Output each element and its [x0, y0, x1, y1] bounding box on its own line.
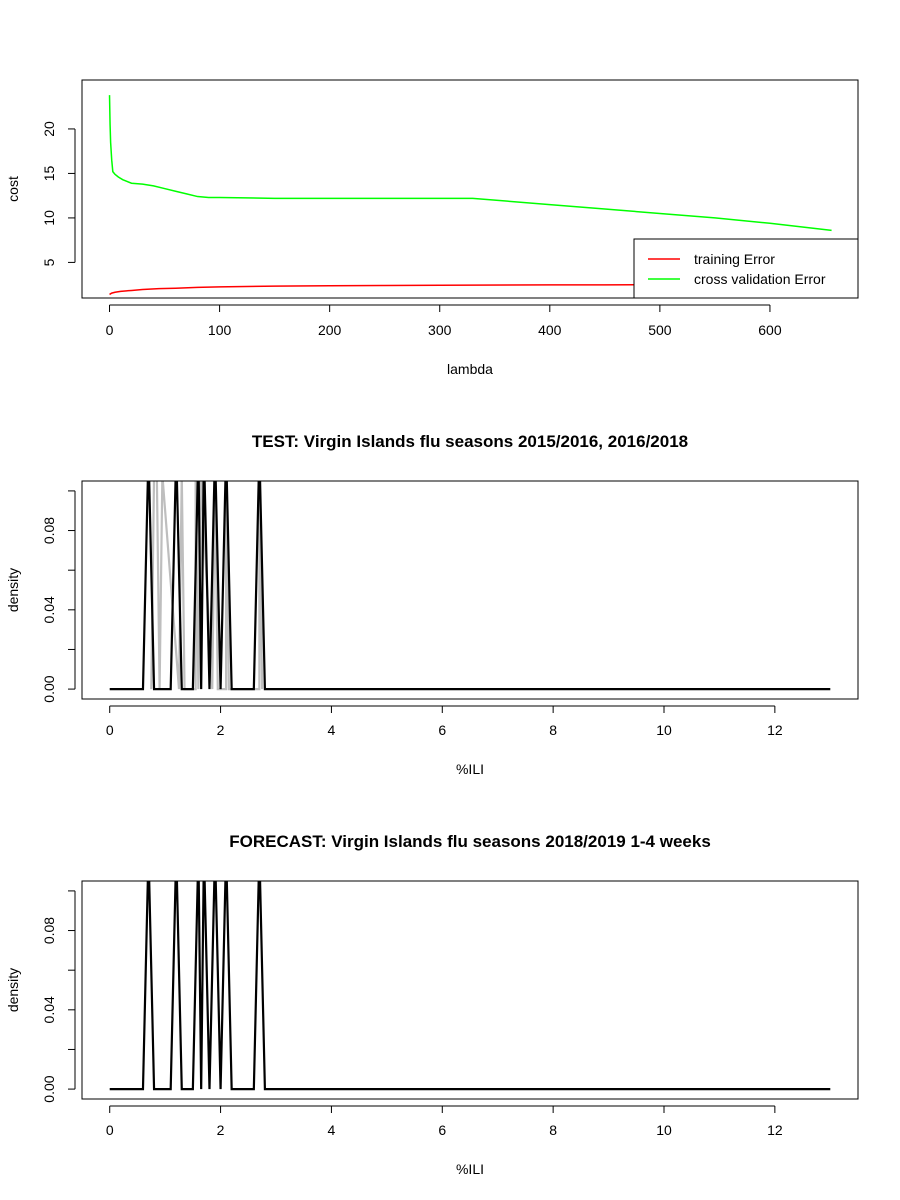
plot-frame: [81, 880, 859, 1100]
x-tick-label: 0: [106, 1122, 114, 1138]
x-tick-label: 12: [767, 722, 783, 738]
plot-title: TEST: Virgin Islands flu seasons 2015/20…: [252, 432, 688, 451]
y-axis-label: cost: [5, 176, 21, 202]
x-tick-label: 600: [758, 322, 782, 338]
y-axis-label: density: [5, 968, 21, 1012]
y-tick-label: 15: [41, 165, 57, 181]
forecast-density-plot: 0 2 4 6 8 10 12 0.00 0.04 0.08 %ILI density FORECAST…: [5, 832, 859, 1177]
y-axis-label: density: [5, 568, 21, 612]
x-tick-label: 500: [648, 322, 672, 338]
x-tick-label: 12: [767, 1122, 783, 1138]
y-tick-label: 0.08: [41, 517, 57, 544]
x-tick-label: 400: [538, 322, 562, 338]
x-axis-label: lambda: [447, 361, 493, 377]
y-tick-label: 0.00: [41, 1075, 57, 1102]
x-tick-label: 0: [106, 722, 114, 738]
y-tick-label: 5: [41, 258, 57, 266]
x-tick-label: 2: [217, 1122, 225, 1138]
x-tick-label: 0: [106, 322, 114, 338]
y-tick-label: 0.04: [41, 996, 57, 1023]
x-tick-label: 10: [656, 722, 672, 738]
series-line-1: [150, 481, 264, 691]
test-density-plot: 0 2 4 6 8 10 12 0.00 0.04 0.08 %ILI density TEST: Vi…: [5, 432, 859, 777]
x-tick-label: 4: [328, 1122, 336, 1138]
y-tick-label: 10: [41, 210, 57, 226]
y-tick-label: 0.04: [41, 596, 57, 623]
x-tick-label: 2: [217, 722, 225, 738]
x-tick-label: 300: [428, 322, 452, 338]
x-tick-label: 100: [208, 322, 232, 338]
legend-label: training Error: [694, 251, 775, 267]
series-lines: [109, 881, 831, 1091]
x-tick-label: 8: [549, 722, 557, 738]
x-axis-label: %ILI: [456, 1161, 484, 1177]
x-tick-label: 6: [438, 1122, 446, 1138]
legend-label: cross validation Error: [694, 271, 826, 287]
x-tick-label: 4: [328, 722, 336, 738]
plot-title: FORECAST: Virgin Islands flu seasons 201…: [229, 832, 711, 851]
series-lines: [109, 481, 831, 691]
x-tick-label: 10: [656, 1122, 672, 1138]
x-tick-label: 8: [549, 1122, 557, 1138]
cost-lambda-plot: 0 100 200 300 400 500 600 5 10 15 20 lambda cost trai…: [5, 79, 859, 377]
y-tick-label: 0.00: [41, 675, 57, 702]
series-line-1: [109, 881, 831, 1091]
x-axis-label: %ILI: [456, 761, 484, 777]
plot-frame: [81, 79, 859, 299]
series-line-2: [108, 95, 832, 232]
y-tick-label: 0.08: [41, 917, 57, 944]
legend: training Error cross validation Error: [633, 238, 859, 299]
x-tick-label: 6: [438, 722, 446, 738]
x-tick-label: 200: [318, 322, 342, 338]
series-line-2: [109, 481, 831, 691]
plot-frame: [81, 480, 859, 700]
y-tick-label: 20: [41, 121, 57, 137]
legend-box: [633, 238, 859, 299]
